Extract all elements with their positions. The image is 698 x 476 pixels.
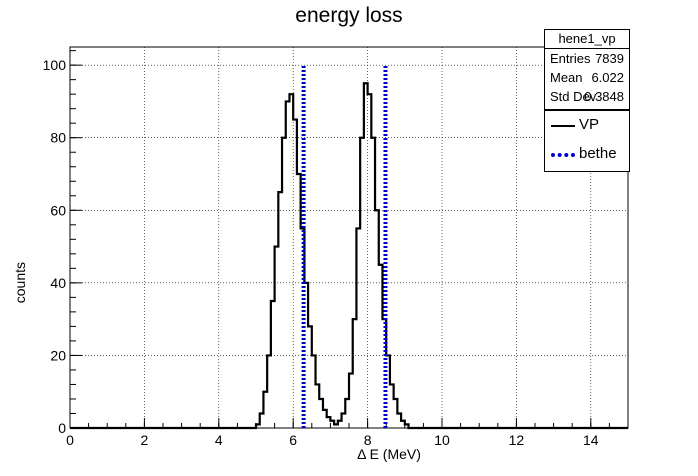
- x-tick-label: 8: [364, 432, 372, 448]
- y-tick-label: 60: [50, 202, 66, 218]
- legend-entry-vp: VP: [545, 113, 629, 139]
- x-tick-label: 10: [434, 432, 450, 448]
- x-tick-label: 0: [66, 432, 74, 448]
- chart-title: energy loss: [295, 4, 403, 27]
- stats-row-mean: Mean 6.022: [545, 68, 629, 87]
- x-tick-label: 4: [215, 432, 223, 448]
- legend-entry-bethe: bethe: [545, 142, 629, 168]
- legend-swatch-dotted: [551, 153, 575, 157]
- stats-key: Entries: [550, 51, 591, 66]
- y-tick-label: 80: [50, 130, 66, 146]
- stats-value: 6.022: [591, 70, 624, 85]
- plot-frame: [69, 46, 629, 429]
- stats-key: Mean: [550, 70, 583, 85]
- y-axis-label: counts: [12, 262, 28, 303]
- legend-label: VP: [579, 116, 600, 133]
- series-vp-line: [70, 82, 628, 430]
- legend-swatch-solid: [551, 125, 575, 127]
- y-tick-label: 100: [43, 57, 67, 73]
- stats-row-stddev: Std Dev 0.3848: [545, 87, 629, 106]
- x-tick-label: 2: [141, 432, 149, 448]
- x-tick-label: 12: [509, 432, 525, 448]
- stats-value: 0.3848: [584, 89, 624, 104]
- y-tick-label: 0: [58, 420, 66, 436]
- legend-label: bethe: [579, 145, 617, 162]
- legend: VP bethe: [544, 110, 630, 172]
- stats-box-name: hene1_vp: [545, 30, 629, 49]
- x-axis-label: Δ E (MeV): [357, 446, 421, 462]
- x-tick-label: 14: [583, 432, 599, 448]
- stats-value: 7839: [595, 51, 624, 66]
- stats-row-entries: Entries 7839: [545, 49, 629, 68]
- x-tick-label: 6: [289, 432, 297, 448]
- stats-box: hene1_vp Entries 7839 Mean 6.022 Std Dev…: [544, 29, 630, 110]
- y-tick-label: 20: [50, 347, 66, 363]
- y-tick-label: 40: [50, 275, 66, 291]
- stats-key: Std Dev: [550, 89, 597, 104]
